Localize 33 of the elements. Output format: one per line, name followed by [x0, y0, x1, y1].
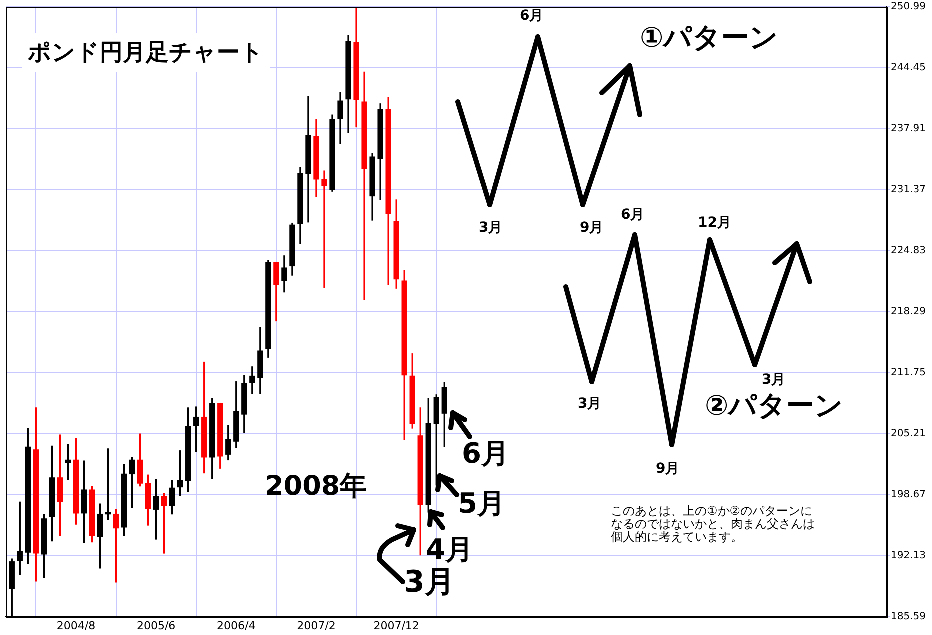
annotation: 5月 [458, 487, 506, 520]
annotation: ②パターン [705, 389, 844, 422]
y-tick-label: 244.45 [891, 62, 926, 74]
y-tick-label: 192.13 [891, 550, 926, 562]
annotation: 2008年 [265, 471, 368, 502]
x-tick-label: 2007/2 [297, 619, 336, 632]
annotation: このあとは、上の①か②のパターンになるのではないかと、肉まん父さんは個人的に考えています。 [611, 504, 816, 545]
y-tick-label: 224.83 [891, 246, 926, 257]
annotation: 4月 [426, 533, 474, 566]
annotation: 6月 [621, 207, 645, 223]
annotation: 6月 [462, 437, 510, 470]
x-tick-label: 2007/12 [374, 619, 420, 632]
text: ポンド円月足チャート [22, 33, 270, 72]
annotation: 3月 [762, 372, 786, 388]
y-tick-label: 185.59 [891, 612, 926, 623]
x-tick-label: 2004/8 [56, 619, 96, 632]
y-tick-label: 198.67 [891, 490, 926, 501]
y-tick-label: 205.21 [891, 428, 926, 440]
annotation: 12月 [698, 215, 732, 231]
y-tick-label: 218.29 [891, 306, 926, 318]
y-tick-label: 231.37 [891, 184, 926, 196]
y-tick-label: 237.91 [891, 124, 926, 135]
annotation: 9月 [656, 461, 680, 477]
y-tick-label: 211.75 [891, 368, 926, 379]
annotation: 9月 [580, 220, 604, 236]
annotation: 3月 [479, 220, 503, 236]
annotation: 3月 [578, 396, 602, 412]
x-tick-label: 2005/6 [136, 619, 176, 632]
annotation: ①パターン [640, 21, 779, 54]
annotation: 6月 [520, 8, 544, 24]
x-tick-label: 2006/4 [217, 619, 256, 632]
y-tick-label: 250.99 [891, 2, 926, 13]
annotation: 3月 [404, 565, 455, 600]
